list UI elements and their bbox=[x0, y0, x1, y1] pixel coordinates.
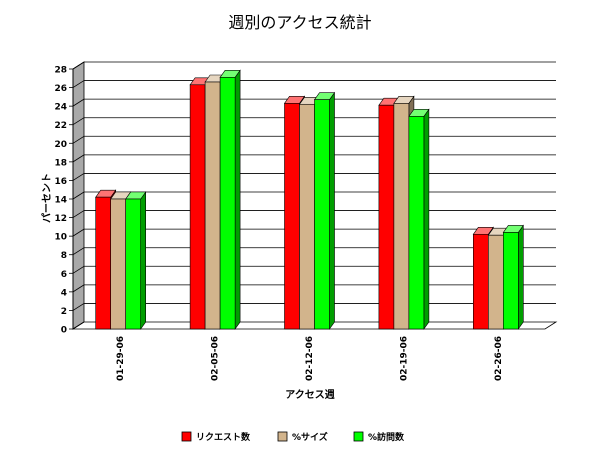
bar-02-26-06-3 bbox=[502, 224, 524, 330]
y-tick-diagonal bbox=[72, 173, 85, 181]
y-tick-diagonal bbox=[72, 80, 85, 88]
bar-front bbox=[219, 77, 236, 330]
legend-label: %訪問数 bbox=[368, 431, 405, 443]
legend: リクエスト数 %サイズ %訪問数 bbox=[181, 431, 405, 443]
y-tick-label: 6 bbox=[61, 270, 67, 280]
bar-01-29-06-3 bbox=[125, 191, 147, 330]
bar-side bbox=[517, 224, 524, 330]
bar-front bbox=[393, 103, 410, 330]
y-tick-diagonal bbox=[72, 265, 85, 274]
y-tick-label: 26 bbox=[54, 84, 67, 94]
legend-item-1: リクエスト数 bbox=[181, 431, 251, 443]
bar-02-05-06-3 bbox=[219, 69, 241, 330]
y-tick-label: 0 bbox=[61, 326, 67, 336]
bar-front bbox=[110, 198, 126, 330]
y-tick-diagonal bbox=[72, 210, 85, 218]
bar-side bbox=[140, 191, 146, 330]
x-tick-label: 02-12-06 bbox=[305, 336, 315, 381]
bar-front bbox=[378, 104, 395, 330]
y-tick-diagonal bbox=[72, 135, 85, 144]
y-tick-label: 2 bbox=[61, 307, 67, 317]
y-tick-diagonal bbox=[72, 303, 85, 311]
x-tick-label: 01-29-06 bbox=[116, 336, 126, 381]
y-tick-diagonal bbox=[72, 117, 85, 126]
bar-front bbox=[284, 103, 300, 330]
y-tick-label: 20 bbox=[54, 140, 67, 150]
y-tick-label: 16 bbox=[54, 177, 67, 187]
x-tick-label: 02-19-06 bbox=[399, 336, 409, 381]
bar-front bbox=[408, 116, 425, 330]
y-tick-label: 24 bbox=[54, 103, 67, 113]
y-tick-diagonal bbox=[72, 154, 85, 163]
bar-02-12-06-3 bbox=[313, 91, 336, 330]
bar-front bbox=[189, 84, 206, 330]
bar-front bbox=[299, 103, 315, 330]
legend-label: %サイズ bbox=[292, 431, 328, 443]
legend-item-2: %サイズ bbox=[277, 431, 328, 443]
y-tick-diagonal bbox=[72, 98, 85, 107]
bar-front bbox=[204, 81, 221, 330]
y-tick-label: 22 bbox=[54, 121, 67, 131]
y-axis-label: パーセント bbox=[41, 173, 53, 223]
y-tick-diagonal bbox=[72, 61, 85, 70]
y-tick-diagonal bbox=[72, 284, 85, 293]
legend-swatch bbox=[277, 431, 288, 442]
y-tick-label: 4 bbox=[61, 288, 67, 298]
y-tick-diagonal bbox=[72, 228, 85, 237]
bar-front bbox=[487, 234, 504, 330]
x-tick-label: 02-26-06 bbox=[494, 336, 504, 381]
legend-item-3: %訪問数 bbox=[353, 431, 405, 443]
bar-02-19-06-3 bbox=[408, 108, 430, 330]
bar-front bbox=[502, 232, 519, 330]
y-tick-label: 8 bbox=[61, 251, 67, 261]
y-tick-diagonal bbox=[72, 247, 85, 256]
bar-front bbox=[314, 99, 330, 330]
y-tick-label: 28 bbox=[54, 66, 67, 76]
y-tick-label: 10 bbox=[54, 233, 67, 243]
bars bbox=[95, 69, 524, 330]
y-tick-diagonal bbox=[72, 321, 85, 330]
bar-side bbox=[329, 91, 335, 330]
bar-front bbox=[125, 198, 141, 330]
legend-label: リクエスト数 bbox=[196, 431, 251, 443]
y-tick-label: 18 bbox=[54, 158, 67, 168]
bar-side bbox=[423, 108, 430, 330]
bar-side bbox=[234, 69, 241, 330]
y-tick-label: 14 bbox=[54, 196, 67, 206]
x-tick-label: 02-05-06 bbox=[211, 336, 221, 381]
bar-front bbox=[472, 233, 489, 330]
legend-swatch bbox=[181, 431, 192, 442]
legend-swatch bbox=[353, 431, 364, 442]
bar-front bbox=[95, 196, 111, 330]
y-tick-diagonal bbox=[72, 191, 85, 200]
chart-title: 週別のアクセス統計 bbox=[228, 13, 371, 32]
x-axis-label: アクセス週 bbox=[285, 389, 335, 401]
y-tick-label: 12 bbox=[54, 214, 67, 224]
